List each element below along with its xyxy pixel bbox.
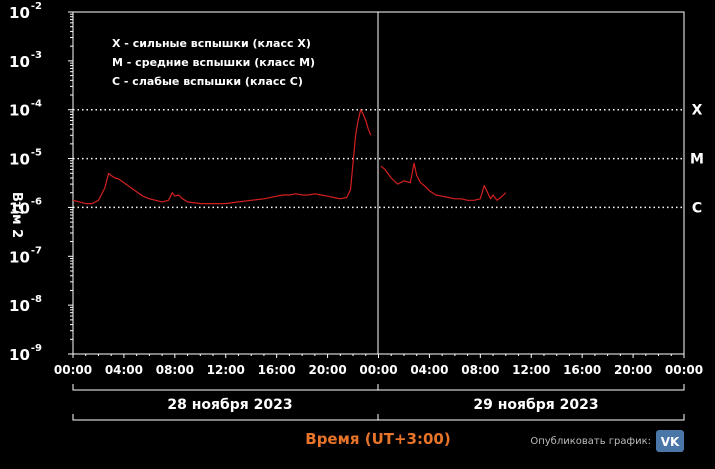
class-labels: X M C — [690, 103, 704, 217]
legend: X - сильные вспышки (класс X) M - средни… — [112, 37, 315, 88]
y-tick-exponent: -4 — [31, 99, 42, 110]
legend-entry-c: C - слабые вспышки (класс C) — [112, 75, 303, 88]
class-label-x: X — [692, 103, 703, 119]
flux-series-line-2 — [380, 162, 507, 201]
legend-entry-m: M - средние вспышки (класс M) — [112, 56, 315, 69]
x-tick-label: 12:00 — [512, 363, 550, 377]
x-tick-label: 16:00 — [563, 363, 601, 377]
class-threshold-lines — [73, 108, 684, 209]
y-tick-label: 10-7 — [9, 245, 42, 266]
x-tick-label: 20:00 — [308, 363, 346, 377]
x-tick-label: 16:00 — [258, 363, 296, 377]
x-tick-label: 08:00 — [156, 363, 194, 377]
publish-area: Опубликовать график: VK — [530, 430, 684, 452]
y-tick-label: 10-2 — [9, 1, 42, 22]
y-axis-title: Вт/м 2 — [9, 192, 24, 238]
class-label-c: C — [692, 200, 702, 216]
day-label-2: 29 ноября 2023 — [473, 397, 598, 413]
y-axis-ticks: 10-210-310-410-510-610-710-810-9 — [9, 1, 73, 364]
y-tick-label: 10-4 — [9, 99, 42, 120]
y-tick-label: 10-9 — [9, 343, 42, 364]
vk-share-button[interactable]: VK — [656, 430, 684, 452]
class-label-m: M — [690, 152, 704, 168]
x-tick-label: 00:00 — [665, 363, 703, 377]
y-tick-exponent: -5 — [31, 148, 42, 159]
y-tick-exponent: -6 — [31, 196, 42, 207]
y-tick-exponent: -7 — [31, 245, 42, 256]
y-tick-label: 10-5 — [9, 148, 42, 169]
x-tick-label: 00:00 — [359, 363, 397, 377]
x-tick-label: 04:00 — [105, 363, 143, 377]
x-tick-label: 00:00 — [54, 363, 92, 377]
y-tick-label: 10-8 — [9, 294, 42, 315]
y-tick-exponent: -3 — [31, 50, 42, 61]
flux-series-line-1 — [72, 109, 372, 205]
x-axis-ticks: 00:00 04:00 08:00 12:00 16:00 20:00 00:00 04:00… — [54, 354, 703, 377]
legend-entry-x: X - сильные вспышки (класс X) — [112, 37, 311, 50]
flux-series — [72, 109, 507, 205]
y-tick-exponent: -9 — [31, 343, 42, 354]
x-axis-title: Время (UT+3:00) — [305, 430, 450, 448]
x-tick-label: 04:00 — [410, 363, 448, 377]
vk-icon-bg[interactable] — [656, 430, 684, 452]
y-tick-exponent: -8 — [31, 294, 42, 305]
vk-icon[interactable]: VK — [661, 435, 680, 449]
day-brackets: 28 ноября 2023 29 ноября 2023 — [72, 384, 685, 421]
x-tick-label: 20:00 — [614, 363, 652, 377]
y-tick-label: 10-3 — [9, 50, 42, 71]
x-tick-label: 12:00 — [207, 363, 245, 377]
x-tick-label: 08:00 — [461, 363, 499, 377]
day-label-1: 28 ноября 2023 — [167, 397, 292, 413]
publish-label: Опубликовать график: — [530, 436, 651, 447]
y-tick-exponent: -2 — [31, 1, 42, 12]
